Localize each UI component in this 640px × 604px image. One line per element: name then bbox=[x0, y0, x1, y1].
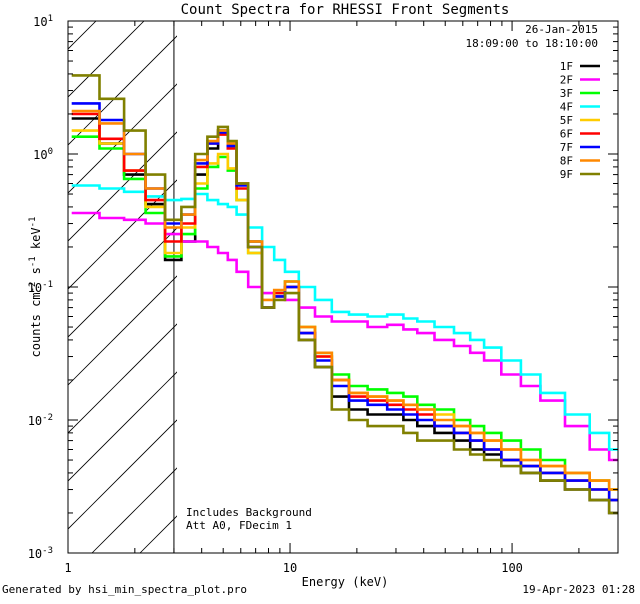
x-tick-label: 100 bbox=[501, 561, 523, 575]
hatch-line bbox=[284, 0, 640, 553]
hatch-line bbox=[572, 0, 640, 553]
legend-label-7F: 7F bbox=[560, 141, 573, 154]
hatch-line bbox=[68, 227, 177, 338]
generated-by-text: Generated by hsi_min_spectra_plot.pro bbox=[2, 583, 248, 596]
hatch-line bbox=[332, 0, 640, 553]
hatch-line bbox=[620, 0, 640, 553]
x-axis-label: Energy (keV) bbox=[302, 575, 389, 589]
hatch-line bbox=[68, 35, 177, 146]
legend-label-1F: 1F bbox=[560, 60, 573, 73]
annotation-background: Includes Background bbox=[186, 506, 312, 519]
time-range: 18:09:00 to 18:10:00 bbox=[466, 37, 598, 50]
series-5F bbox=[71, 129, 618, 491]
footer-timestamp: 19-Apr-2023 01:28 bbox=[522, 583, 635, 596]
chart-title: Count Spectra for RHESSI Front Segments bbox=[181, 2, 510, 18]
hatch-line bbox=[428, 0, 640, 553]
hatch-line bbox=[380, 0, 640, 553]
x-tick-label: 1 bbox=[64, 561, 71, 575]
y-axis-label: counts cm-2 s-1 keV-1 bbox=[28, 217, 43, 358]
hatch-line bbox=[236, 0, 640, 553]
legend-label-8F: 8F bbox=[560, 155, 573, 168]
series-4F bbox=[71, 184, 618, 451]
hatch-line bbox=[68, 179, 177, 290]
legend-label-2F: 2F bbox=[560, 74, 573, 87]
legend-label-4F: 4F bbox=[560, 101, 573, 114]
legend-label-6F: 6F bbox=[560, 128, 573, 141]
legend-label-9F: 9F bbox=[560, 168, 573, 181]
series-8F bbox=[71, 109, 618, 491]
hatch-line bbox=[68, 371, 177, 482]
hatch-line bbox=[68, 275, 177, 386]
x-tick-label: 10 bbox=[283, 561, 297, 575]
hatch-line bbox=[68, 419, 177, 530]
y-tick-label: 10-3 bbox=[28, 546, 53, 561]
y-tick-label: 101 bbox=[33, 14, 53, 29]
y-tick-label: 10-1 bbox=[28, 280, 53, 295]
series-2F bbox=[71, 211, 618, 462]
hatch-line bbox=[68, 21, 145, 98]
hatch-line bbox=[476, 0, 640, 553]
observation-date: 26-Jan-2015 bbox=[525, 23, 598, 36]
y-tick-label: 100 bbox=[33, 147, 53, 162]
legend-label-5F: 5F bbox=[560, 114, 573, 127]
excluded-region-hatch bbox=[68, 0, 640, 553]
hatch-line bbox=[68, 131, 177, 242]
series-7F bbox=[71, 102, 618, 502]
series-9F bbox=[71, 74, 618, 515]
y-tick-label: 10-2 bbox=[28, 413, 53, 428]
annotation-attenuator: Att A0, FDecim 1 bbox=[186, 519, 292, 532]
legend-label-3F: 3F bbox=[560, 87, 573, 100]
